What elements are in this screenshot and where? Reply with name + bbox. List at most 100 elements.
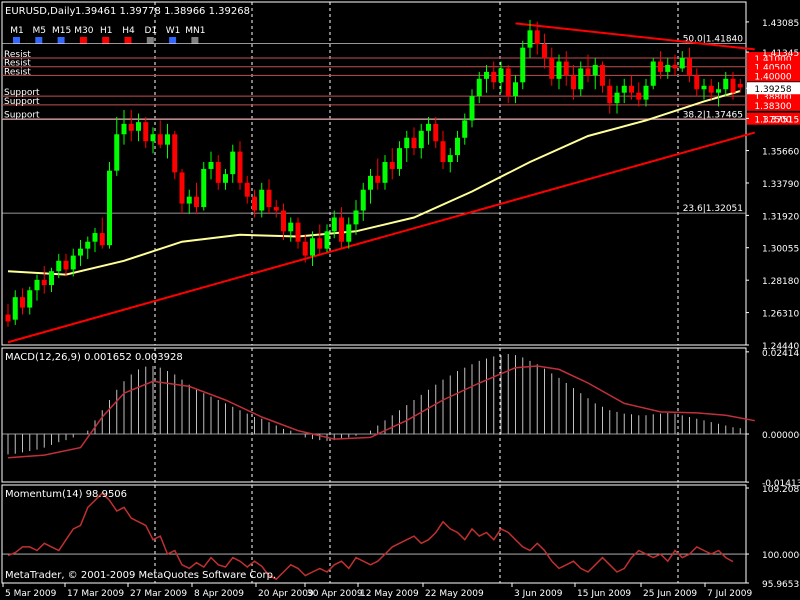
candle-body <box>701 85 707 90</box>
candle-body <box>534 30 540 45</box>
candle-body <box>99 233 105 246</box>
candle-body <box>426 123 431 131</box>
candle-body <box>92 233 98 242</box>
horizontal-levels[interactable]: Resist 1.41000 Resist 1.40500 Resist 1.40000 S… <box>2 50 800 126</box>
candle-body <box>27 290 33 308</box>
level-label: Support <box>4 111 40 121</box>
candle-body <box>375 175 381 183</box>
candle-body <box>621 85 627 93</box>
timeframe-button[interactable] <box>146 37 154 44</box>
level-price-marker <box>747 60 800 73</box>
timeframe-label: H4 <box>122 26 135 36</box>
candle-body <box>498 68 504 83</box>
time-tick-label: 27 Mar 2009 <box>130 589 187 599</box>
candle-body <box>614 92 620 104</box>
candle-body <box>368 175 373 190</box>
price-tick-label: 1.33790 <box>762 180 799 190</box>
timeframe-button[interactable] <box>79 37 87 44</box>
candle-body <box>63 260 69 270</box>
candle-body <box>266 189 272 208</box>
candle-body <box>440 141 446 163</box>
level-label: Resist <box>4 50 31 60</box>
candle-body <box>244 182 250 197</box>
candle-body <box>49 271 54 286</box>
time-axis: 5 Mar 2009 17 Mar 2009 27 Mar 2009 8 Apr 20… <box>2 583 752 599</box>
candle-body <box>716 89 721 93</box>
candle-body <box>737 84 743 88</box>
macd-tick-label: -0.014131 <box>762 479 800 489</box>
candle-body <box>172 134 178 173</box>
level-price-text: 1.40000 <box>754 72 791 82</box>
candle-body <box>179 172 185 204</box>
candle-body <box>600 64 605 86</box>
macd-panel-frame <box>1 347 747 483</box>
candle-body <box>571 75 576 90</box>
candle-body <box>230 151 236 175</box>
price-tick-label: 1.41345 <box>762 49 799 59</box>
price-tick-label: 1.35660 <box>762 148 799 158</box>
timeframe-label: H1 <box>100 26 113 36</box>
macd-panel: 0.024143 0.000000 -0.014131 <box>2 349 800 489</box>
price-tick-label: 1.28180 <box>762 277 799 287</box>
candle-body <box>186 196 192 204</box>
candle-body <box>527 30 533 48</box>
momentum-title: Momentum(14) 98.9506 <box>5 489 127 500</box>
time-tick-label: 7 Jul 2009 <box>707 589 752 599</box>
macd-tick-label: 0.000000 <box>762 431 800 441</box>
timeframe-button[interactable] <box>35 37 43 44</box>
candle-body <box>542 44 547 59</box>
fib-label: 50.0|1.41840 <box>683 34 744 44</box>
time-tick-label: 3 Jun 2009 <box>514 589 563 599</box>
candle-body <box>215 162 221 183</box>
timeframe-button[interactable] <box>13 37 20 44</box>
candle-body <box>389 162 395 169</box>
time-tick-label: 8 Apr 2009 <box>194 589 244 599</box>
timeframe-bar[interactable]: M1 M5 M15 M30 H1 H4 D1 W1 MN1 <box>10 26 206 44</box>
candle-body <box>310 238 315 256</box>
level-price-marker <box>747 98 800 111</box>
level-price-marker <box>747 69 800 82</box>
price-tick-label: 1.30055 <box>762 245 799 255</box>
candle-body <box>85 241 91 249</box>
timeframe-button[interactable] <box>124 37 132 44</box>
level-price-text: 1.37500 <box>754 116 791 126</box>
timeframe-button[interactable] <box>102 37 110 44</box>
timeframe-button[interactable] <box>191 37 199 44</box>
fib-label: 23.6|1.32051 <box>683 204 743 214</box>
candle-body <box>302 241 308 256</box>
price-tick-label: 1.37515 <box>762 115 799 125</box>
trendlines[interactable] <box>7 22 756 344</box>
candle-body <box>513 82 518 97</box>
price-panel-frame <box>1 1 747 346</box>
trendline[interactable] <box>515 22 755 51</box>
candle-body <box>585 68 591 76</box>
candle-body <box>723 78 729 90</box>
candle-body <box>295 222 301 242</box>
ohlc-values: 1.39461 1.39778 1.38966 1.39268 <box>75 6 250 17</box>
candle-body <box>201 168 207 208</box>
candle-body <box>469 96 475 121</box>
candle-body <box>563 61 569 76</box>
price-tick-label: 1.43085 <box>762 19 799 29</box>
level-label: Resist <box>4 59 31 69</box>
candle-body <box>629 85 634 93</box>
candle-body <box>34 279 40 291</box>
candle-body <box>78 248 83 256</box>
copyright-label: MetaTrader, © 2001-2009 MetaQuotes Softw… <box>5 570 276 581</box>
candle-body <box>665 64 671 72</box>
timeframe-label: M1 <box>10 26 24 36</box>
trendline[interactable] <box>7 131 756 344</box>
timeframe-label: M15 <box>52 26 71 36</box>
candle-body <box>556 61 562 79</box>
timeframe-button[interactable] <box>57 37 65 44</box>
timeframe-button[interactable] <box>169 37 177 44</box>
momentum-tick-label: 100.0000 <box>762 551 800 561</box>
candle-body <box>433 123 439 142</box>
candle-body <box>114 134 120 171</box>
fibonacci-levels[interactable]: 50.0|1.41840 38.2|1.37465 23.6|1.32051 <box>2 34 746 214</box>
candle-body <box>273 207 279 211</box>
candle-body <box>339 217 344 242</box>
candle-body <box>520 47 526 83</box>
candle-body <box>505 68 511 97</box>
